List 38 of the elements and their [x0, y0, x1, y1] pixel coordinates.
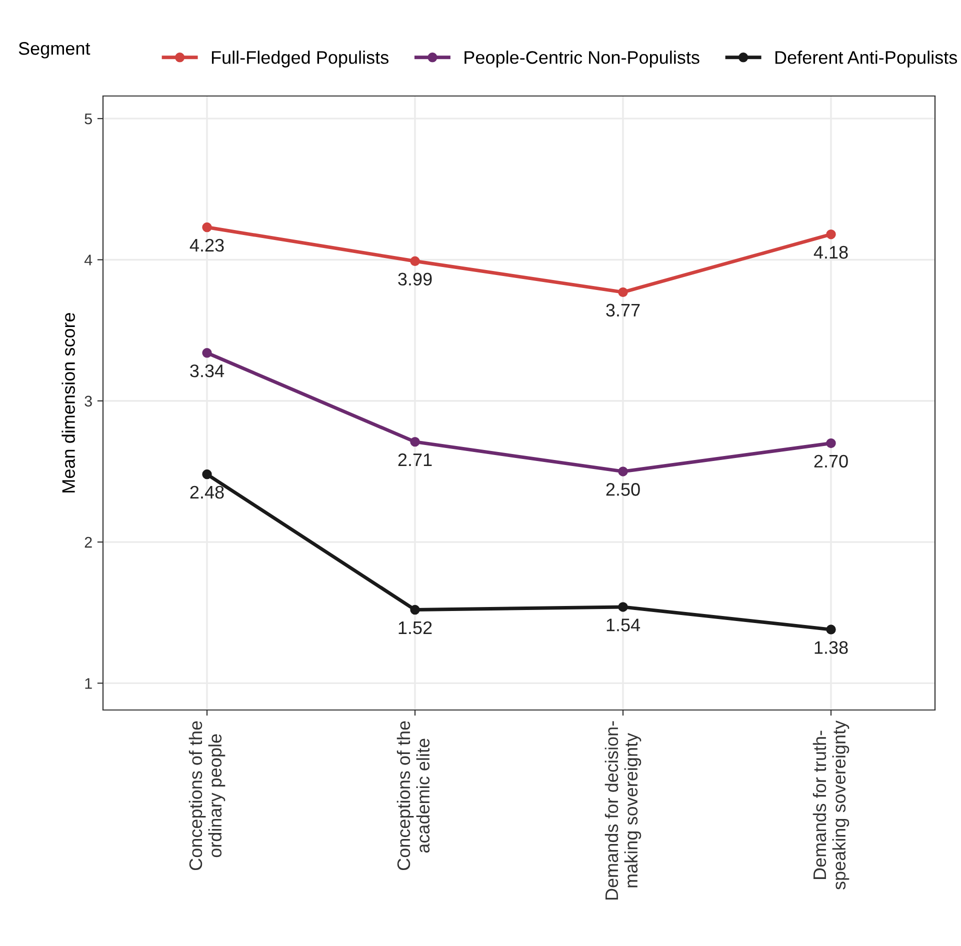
data-label: 1.54 — [606, 618, 640, 632]
x-tick-label: Conceptions of the academic elite — [396, 721, 430, 870]
point — [826, 438, 836, 448]
y-tick-label: 4 — [84, 254, 92, 266]
legend-label: People-Centric Non-Populists — [464, 50, 700, 68]
data-label: 2.48 — [190, 486, 224, 499]
y-tick-label: 2 — [84, 536, 92, 548]
data-label: 4.23 — [190, 238, 224, 252]
point — [202, 222, 212, 232]
x-tick-label: Demands for decision- making sovereignty — [604, 721, 642, 900]
data-label: 1.38 — [814, 641, 848, 654]
point — [410, 604, 420, 615]
data-label: 2.71 — [398, 453, 432, 466]
legend-label: Full-Fledged Populists — [212, 50, 388, 68]
point — [826, 624, 836, 634]
point — [826, 229, 836, 240]
data-label: 3.34 — [190, 364, 224, 378]
y-tick-label: 5 — [84, 114, 92, 124]
point — [202, 348, 212, 358]
data-label: 2.70 — [814, 454, 848, 468]
legend-title: Segment — [18, 42, 90, 58]
point — [410, 436, 420, 447]
point — [618, 602, 628, 612]
y-tick-label: 3 — [84, 396, 92, 407]
legend-label: Deferent Anti-Populists — [775, 50, 958, 68]
y-tick-label: 1 — [85, 678, 92, 689]
data-label: 1.52 — [398, 621, 432, 634]
point — [410, 256, 420, 266]
y-axis-title: Mean dimension score — [62, 312, 75, 492]
data-label: 2.50 — [606, 483, 640, 496]
data-label: 3.77 — [606, 304, 640, 317]
point — [202, 469, 212, 480]
point — [618, 287, 628, 298]
data-label: 4.18 — [814, 246, 848, 259]
x-tick-label: Demands for truth- speaking sovereignty — [812, 720, 850, 890]
point — [618, 466, 628, 476]
data-label: 3.99 — [398, 272, 432, 286]
x-tick-label: Conceptions of the ordinary people — [188, 721, 226, 870]
